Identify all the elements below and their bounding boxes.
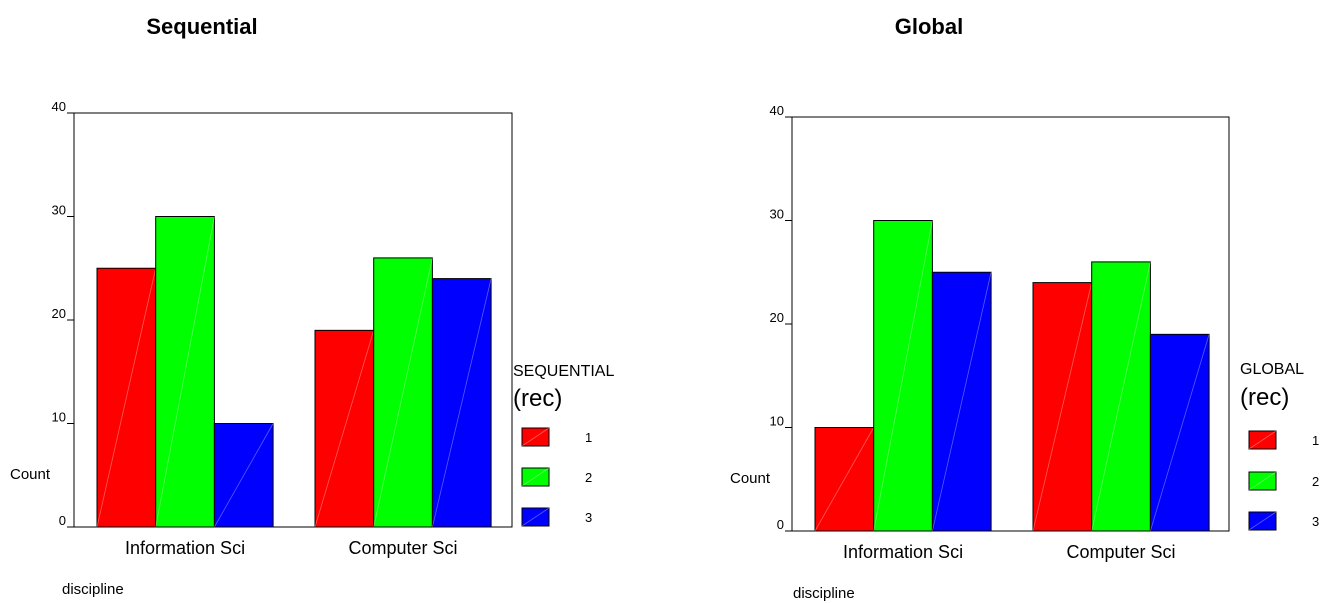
legend: GLOBAL (rec) 1 2 3 <box>1240 361 1319 531</box>
bar-hatch-line <box>155 216 215 528</box>
y-tick-label: 30 <box>770 207 784 222</box>
bar-computer-sci-s2 <box>1091 261 1151 532</box>
legend-swatch-1 <box>521 427 550 447</box>
legend-swatch-hatch <box>521 467 550 487</box>
y-tick-label: 10 <box>52 410 66 425</box>
legend-title-sub: (rec) <box>1240 384 1289 411</box>
bar-hatch-line <box>314 330 375 528</box>
y-tick-label: 0 <box>59 513 66 528</box>
bar-hatch-line <box>214 423 274 528</box>
y-tick-label: 10 <box>770 414 784 429</box>
legend-label-1: 1 <box>1312 433 1319 448</box>
y-tick-label: 20 <box>770 310 784 325</box>
y-tick-label: 40 <box>52 99 66 114</box>
bar-information-sci-s2 <box>873 220 933 532</box>
legend-label-2: 2 <box>1312 474 1319 489</box>
y-tick-label: 0 <box>777 517 784 532</box>
legend-title: SEQUENTIAL <box>513 363 614 380</box>
legend-label-1: 1 <box>585 430 592 445</box>
bar-hatch-line <box>1091 261 1151 532</box>
legend-swatch-2 <box>1248 471 1277 491</box>
x-axis-label: discipline <box>793 585 855 602</box>
bar-hatch-line <box>1150 334 1210 532</box>
chart-1: Global 0 10 20 30 40 Information Sci Computer S… <box>730 14 1319 602</box>
x-category-label: Computer Sci <box>349 538 458 558</box>
bar-information-sci-s2 <box>155 216 215 528</box>
y-tick-label: 30 <box>52 203 66 218</box>
legend-label-3: 3 <box>1312 514 1319 529</box>
bar-hatch-line <box>932 272 992 532</box>
y-axis-label: Count <box>10 466 51 483</box>
legend-swatch-hatch <box>1248 430 1277 450</box>
legend-label-2: 2 <box>585 470 592 485</box>
legend-swatch-hatch <box>1248 471 1277 491</box>
legend: SEQUENTIAL (rec) 1 2 3 <box>513 363 614 527</box>
y-tick-label: 20 <box>52 306 66 321</box>
x-axis-label: discipline <box>62 581 124 598</box>
legend-swatch-hatch <box>1248 511 1277 531</box>
legend-title: GLOBAL <box>1240 361 1304 378</box>
legend-swatch-hatch <box>521 427 550 447</box>
bar-computer-sci-s1 <box>314 329 375 528</box>
bar-hatch-line <box>432 278 492 528</box>
legend-swatch-hatch <box>521 507 550 527</box>
bar-information-sci-s3 <box>213 423 274 528</box>
legend-swatch-1 <box>1248 430 1277 450</box>
bar-computer-sci-s3 <box>431 278 492 528</box>
y-tick-label: 40 <box>770 103 784 118</box>
x-category-label: Computer Sci <box>1067 542 1176 562</box>
bar-computer-sci-s1 <box>1032 282 1093 532</box>
y-axis-label: Count <box>730 470 771 487</box>
chart-title: Sequential <box>146 14 257 39</box>
chart-title: Global <box>895 14 963 39</box>
legend-label-3: 3 <box>585 510 592 525</box>
legend-title-sub: (rec) <box>513 385 562 412</box>
bar-hatch-line <box>96 268 157 528</box>
bar-hatch-line <box>873 220 933 532</box>
legend-swatch-3 <box>521 507 550 527</box>
bar-hatch-line <box>814 427 875 532</box>
bar-computer-sci-s2 <box>373 257 433 528</box>
legend-swatch-3 <box>1248 511 1277 531</box>
bar-information-sci-s1 <box>96 267 157 528</box>
chart-0: Sequential 0 10 20 30 40 Information Sci Comput… <box>10 14 614 598</box>
bar-information-sci-s3 <box>931 271 992 532</box>
bar-computer-sci-s3 <box>1149 333 1210 532</box>
x-category-label: Information Sci <box>125 538 245 558</box>
bar-hatch-line <box>373 257 433 528</box>
bar-hatch-line <box>1032 282 1093 532</box>
legend-swatch-2 <box>521 467 550 487</box>
x-category-label: Information Sci <box>843 542 963 562</box>
